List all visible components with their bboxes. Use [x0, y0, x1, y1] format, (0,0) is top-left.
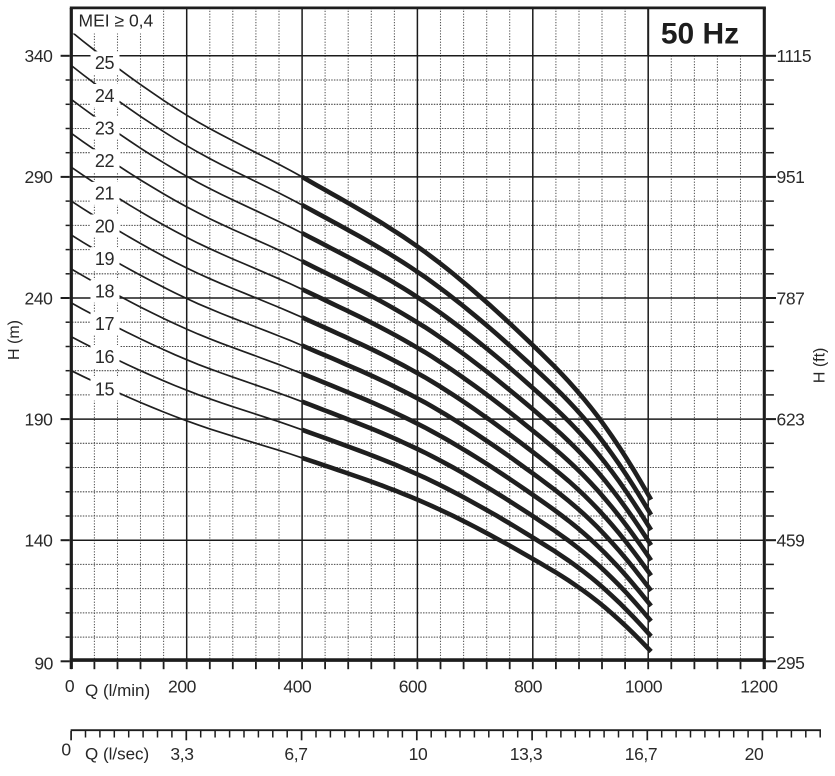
- svg-text:800: 800: [514, 676, 543, 696]
- svg-text:19: 19: [95, 249, 115, 269]
- svg-text:951: 951: [777, 167, 805, 187]
- svg-text:22: 22: [95, 151, 115, 171]
- svg-text:787: 787: [777, 288, 805, 308]
- svg-text:200: 200: [168, 676, 197, 696]
- svg-text:Q (l/sec): Q (l/sec): [85, 745, 149, 764]
- svg-text:459: 459: [777, 531, 805, 551]
- svg-text:H (m): H (m): [6, 320, 23, 360]
- svg-text:Q (l/min): Q (l/min): [85, 681, 150, 700]
- svg-text:MEI ≥ 0,4: MEI ≥ 0,4: [79, 11, 154, 31]
- svg-text:15: 15: [95, 379, 115, 399]
- svg-text:16: 16: [95, 347, 115, 367]
- svg-text:623: 623: [777, 409, 805, 429]
- svg-text:600: 600: [399, 676, 428, 696]
- svg-text:25: 25: [95, 53, 115, 73]
- svg-text:20: 20: [95, 216, 115, 236]
- svg-text:13,3: 13,3: [510, 744, 542, 764]
- svg-text:23: 23: [95, 118, 115, 138]
- svg-text:1115: 1115: [777, 46, 812, 66]
- svg-text:90: 90: [34, 654, 53, 674]
- svg-text:17: 17: [95, 314, 115, 334]
- svg-text:295: 295: [777, 653, 805, 673]
- svg-text:1200: 1200: [740, 676, 778, 696]
- svg-text:10: 10: [409, 744, 428, 764]
- svg-text:0: 0: [65, 676, 75, 696]
- svg-text:340: 340: [25, 46, 54, 66]
- svg-text:290: 290: [25, 167, 54, 187]
- svg-text:240: 240: [25, 288, 54, 308]
- svg-text:1000: 1000: [625, 676, 663, 696]
- svg-text:3,3: 3,3: [170, 744, 193, 764]
- svg-text:6,7: 6,7: [284, 744, 307, 764]
- svg-text:24: 24: [95, 86, 115, 106]
- svg-text:16,7: 16,7: [625, 744, 657, 764]
- svg-text:0: 0: [61, 740, 71, 760]
- svg-text:18: 18: [95, 282, 115, 302]
- svg-text:H (ft): H (ft): [811, 348, 828, 384]
- svg-text:400: 400: [283, 676, 312, 696]
- svg-text:140: 140: [25, 531, 54, 551]
- svg-text:50 Hz: 50 Hz: [661, 18, 739, 51]
- svg-text:20: 20: [745, 744, 764, 764]
- svg-text:190: 190: [25, 409, 54, 429]
- svg-text:21: 21: [95, 184, 115, 204]
